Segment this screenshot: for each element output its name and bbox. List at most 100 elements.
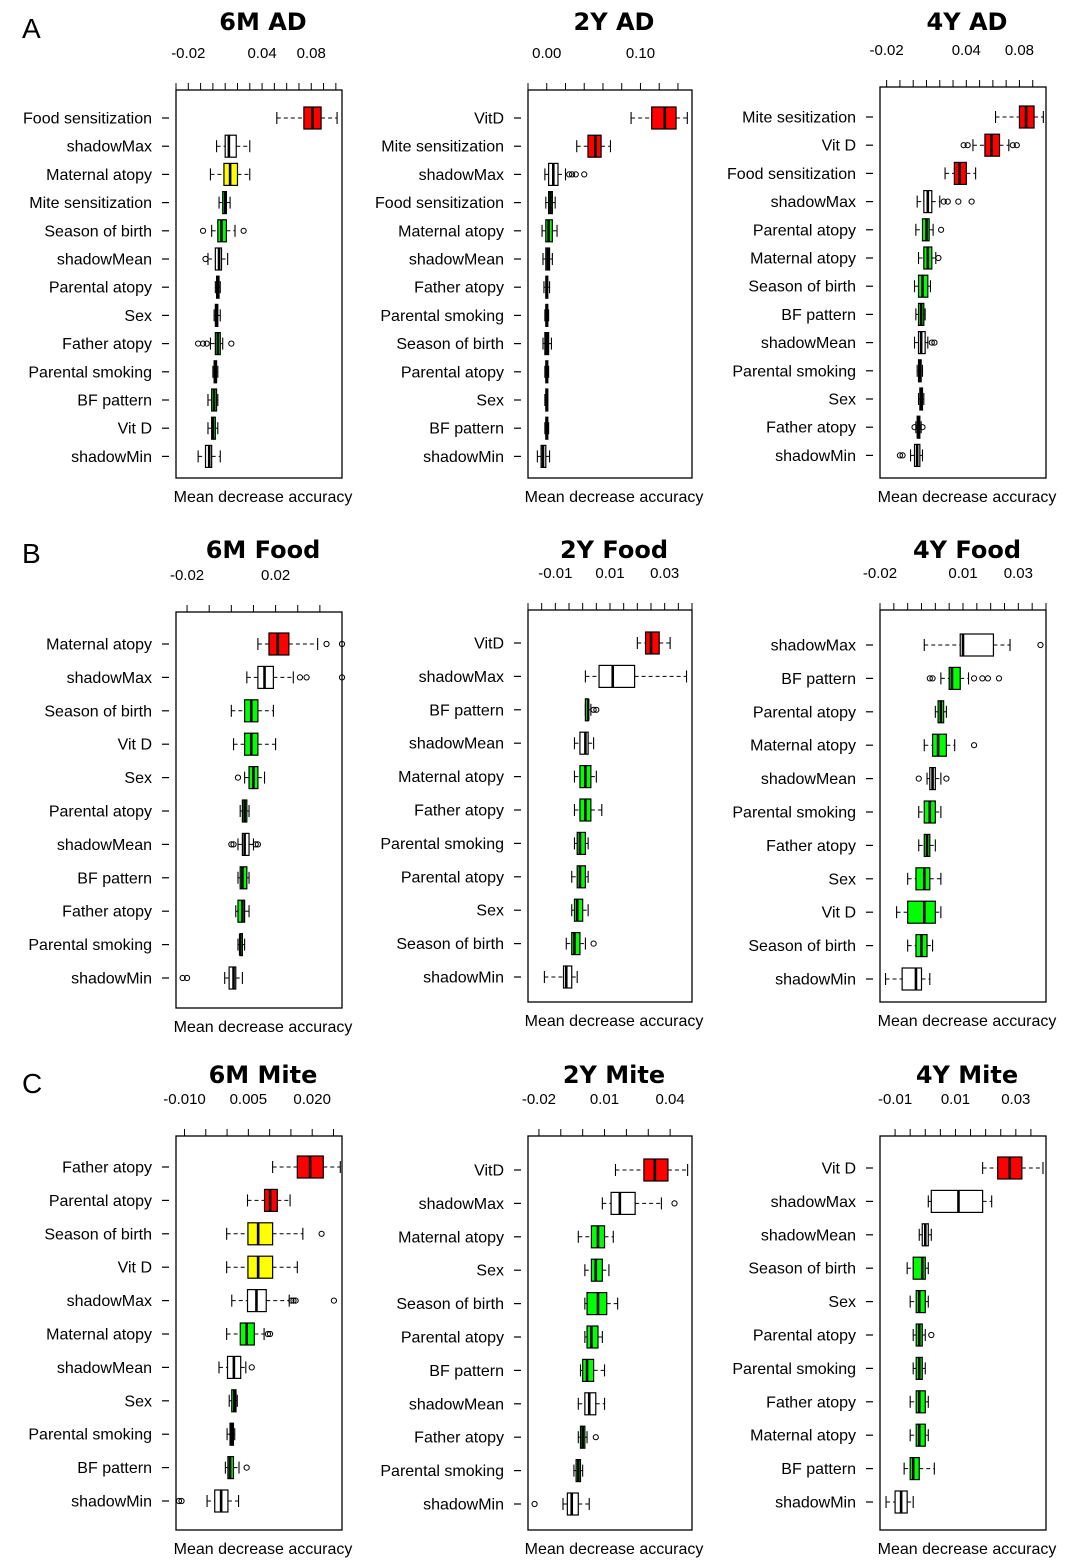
y-category-label: Sex bbox=[476, 1263, 504, 1280]
y-category-label: shadowMin bbox=[775, 972, 856, 989]
box bbox=[948, 666, 961, 691]
x-tick-label: 0.08 bbox=[1005, 42, 1034, 59]
outlier-point bbox=[252, 841, 259, 848]
box bbox=[573, 898, 584, 922]
boxplot: Mite sesitization bbox=[742, 105, 1044, 129]
boxplot: shadowMin bbox=[71, 966, 243, 990]
panel-title: 2Y Mite bbox=[563, 1061, 665, 1089]
y-category-label: Sex bbox=[828, 871, 856, 888]
boxplot: Season of birth bbox=[396, 332, 552, 356]
boxplot: Maternal atopy bbox=[46, 162, 251, 186]
y-category-label: Season of birth bbox=[44, 1226, 152, 1243]
outlier-point bbox=[303, 674, 310, 681]
outlier-point bbox=[572, 171, 579, 178]
outlier-point bbox=[248, 1364, 255, 1371]
x-tick-label: 0.04 bbox=[247, 45, 276, 62]
boxplot: Parental atopy bbox=[49, 1188, 291, 1213]
outlier-point bbox=[203, 340, 210, 347]
y-category-label: VitD bbox=[474, 111, 504, 128]
boxplot: Parental atopy bbox=[49, 275, 221, 299]
boxplot: Vit D bbox=[118, 732, 277, 756]
y-category-label: shadowMin bbox=[71, 449, 152, 466]
y-category-label: Mite sensitization bbox=[29, 195, 152, 212]
boxplot: Season of birth bbox=[44, 699, 274, 723]
outlier-point bbox=[899, 452, 906, 459]
box bbox=[576, 831, 587, 856]
y-category-label: Parental smoking bbox=[380, 836, 504, 853]
boxplot: VitD bbox=[474, 106, 688, 130]
outlier-point bbox=[202, 255, 209, 263]
boxplot: Sex bbox=[828, 1289, 929, 1314]
boxplot: shadowMin bbox=[71, 444, 221, 468]
y-category-label: BF pattern bbox=[429, 702, 504, 719]
x-axis-label: Mean decrease accuracy bbox=[174, 1019, 353, 1036]
y-category-label: Vit D bbox=[822, 138, 856, 155]
y-category-label: Vit D bbox=[822, 1161, 856, 1178]
y-category-label: BF pattern bbox=[781, 671, 856, 688]
boxplot: Parental smoking bbox=[380, 831, 589, 856]
y-category-label: shadowMean bbox=[57, 1360, 152, 1377]
y-category-label: shadowMean bbox=[409, 252, 504, 269]
x-axis-label: Mean decrease accuracy bbox=[878, 489, 1057, 506]
boxplot: Father atopy bbox=[414, 798, 603, 822]
boxplot: shadowMean bbox=[57, 247, 229, 271]
x-tick-label: 0.03 bbox=[650, 565, 679, 582]
y-category-label: BF pattern bbox=[781, 307, 856, 324]
boxplot: Maternal atopy bbox=[750, 1423, 929, 1447]
boxplot: Parental smoking bbox=[28, 1422, 236, 1446]
boxplot: Parental atopy bbox=[49, 799, 250, 823]
boxplot: Father atopy bbox=[414, 275, 551, 299]
outlier-point bbox=[915, 775, 922, 782]
y-category-label: Father atopy bbox=[414, 1430, 504, 1447]
boxplot: Sex bbox=[476, 388, 549, 412]
x-tick-label: 0.01 bbox=[595, 565, 624, 582]
x-tick-label: -0.01 bbox=[538, 565, 572, 582]
outlier-point bbox=[199, 340, 207, 347]
outlier-point bbox=[970, 742, 978, 749]
x-tick-label: 0.04 bbox=[952, 42, 981, 59]
outlier-point bbox=[228, 841, 235, 848]
box bbox=[915, 1289, 926, 1314]
outlier-point bbox=[929, 675, 936, 682]
boxplot: shadowMax bbox=[771, 190, 975, 214]
y-category-label: Father atopy bbox=[766, 420, 856, 437]
y-category-label: Season of birth bbox=[748, 938, 856, 955]
y-category-label: Vit D bbox=[118, 737, 152, 754]
outlier-point bbox=[970, 675, 978, 682]
outlier-point bbox=[593, 706, 600, 713]
boxplot: Maternal atopy bbox=[46, 1322, 274, 1346]
boxplot: Father atopy bbox=[766, 415, 926, 439]
outlier-point bbox=[935, 254, 942, 262]
y-category-label: Sex bbox=[124, 1393, 152, 1410]
boxplot: shadowMax bbox=[419, 1191, 678, 1216]
panel-title: 2Y Food bbox=[560, 536, 668, 564]
y-category-label: shadowMax bbox=[419, 1196, 504, 1213]
chart-panel: 2Y Food-0.01 0.01 0.03 Mean decrease accura… bbox=[380, 536, 703, 1030]
boxplot: shadowMax bbox=[419, 162, 588, 186]
outlier-point bbox=[937, 226, 945, 233]
outlier-point bbox=[979, 675, 986, 682]
boxplot: Vit D bbox=[118, 416, 219, 440]
y-category-label: BF pattern bbox=[781, 1461, 856, 1478]
y-category-label: Father atopy bbox=[62, 904, 152, 921]
y-category-label: Season of birth bbox=[396, 1296, 504, 1313]
x-tick-label: -0.010 bbox=[163, 1091, 206, 1108]
y-category-label: Parental atopy bbox=[401, 1330, 504, 1347]
outlier-point bbox=[590, 940, 597, 947]
y-category-label: Maternal atopy bbox=[750, 251, 856, 268]
chart-panel: A 6M AD -0.02 0.04 0.08 Mean decrease accurac… bbox=[22, 8, 352, 506]
plot-frame bbox=[175, 611, 343, 1009]
boxplot: shadowMean bbox=[409, 247, 553, 271]
boxplot: Vit D bbox=[822, 900, 942, 924]
y-category-label: shadowMax bbox=[67, 1293, 152, 1310]
boxplot: shadowMean bbox=[761, 766, 950, 791]
x-axis-label: Mean decrease accuracy bbox=[878, 1013, 1057, 1030]
outlier-point bbox=[230, 841, 237, 848]
boxplot: shadowMin bbox=[775, 1490, 914, 1514]
y-category-label: Parental atopy bbox=[753, 704, 856, 721]
y-category-label: VitD bbox=[474, 636, 504, 653]
outlier-point bbox=[944, 198, 951, 205]
boxplot: VitD bbox=[474, 631, 671, 655]
y-category-label: Food sensitization bbox=[375, 195, 504, 212]
x-axis-label: Mean decrease accuracy bbox=[525, 489, 704, 506]
